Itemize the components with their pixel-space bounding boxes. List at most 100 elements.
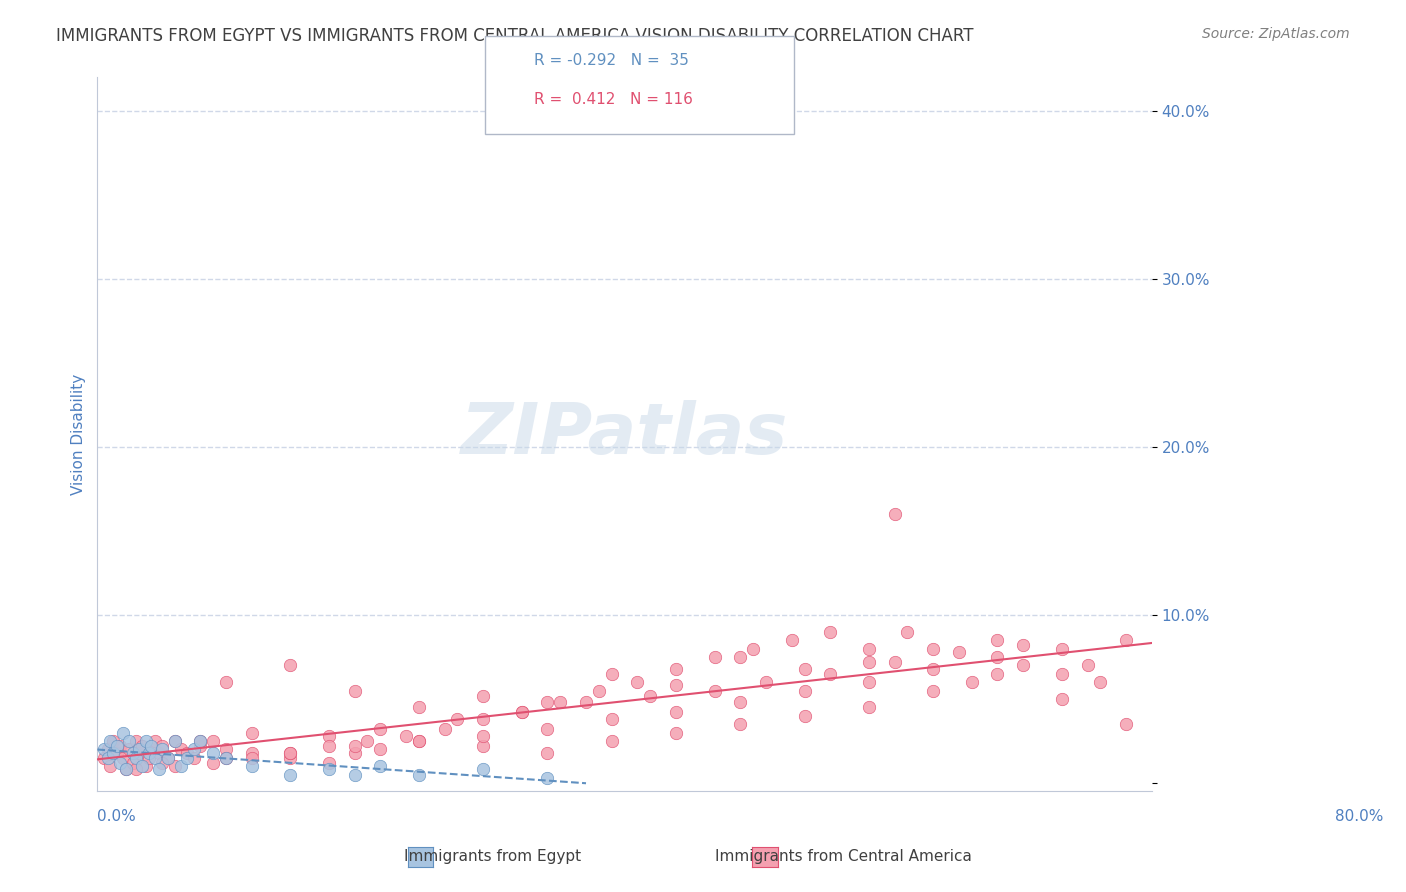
Point bbox=[343, 767, 366, 781]
Point bbox=[131, 759, 153, 773]
Point bbox=[135, 734, 157, 748]
Point bbox=[131, 739, 153, 753]
Point bbox=[170, 759, 193, 773]
Point bbox=[858, 655, 880, 669]
Point bbox=[703, 683, 725, 698]
Point bbox=[793, 708, 815, 723]
Point bbox=[188, 734, 211, 748]
Point bbox=[188, 734, 211, 748]
Point bbox=[278, 767, 301, 781]
Point bbox=[600, 666, 623, 681]
Point bbox=[510, 706, 533, 720]
Point bbox=[472, 689, 495, 703]
Point bbox=[986, 633, 1008, 648]
Point bbox=[536, 771, 558, 785]
Y-axis label: Vision Disability: Vision Disability bbox=[72, 374, 86, 495]
Point bbox=[278, 746, 301, 760]
Point bbox=[1050, 641, 1073, 656]
Point bbox=[665, 662, 688, 676]
Point bbox=[101, 734, 124, 748]
Point bbox=[157, 750, 180, 764]
Point bbox=[665, 678, 688, 692]
Point bbox=[141, 739, 163, 753]
Point bbox=[986, 666, 1008, 681]
Point bbox=[150, 739, 173, 753]
Point bbox=[1050, 666, 1073, 681]
Point bbox=[101, 746, 124, 760]
Point bbox=[1012, 658, 1035, 673]
Point bbox=[408, 734, 430, 748]
Point bbox=[135, 759, 157, 773]
Text: 0.0%: 0.0% bbox=[97, 809, 136, 824]
Point bbox=[112, 725, 135, 739]
Point bbox=[883, 507, 905, 521]
Point bbox=[97, 750, 120, 764]
Text: Immigrants from Central America: Immigrants from Central America bbox=[716, 849, 972, 863]
Point bbox=[960, 675, 983, 690]
Point bbox=[138, 746, 160, 760]
Point bbox=[510, 706, 533, 720]
Point bbox=[141, 742, 163, 756]
Point bbox=[110, 756, 132, 770]
Point bbox=[820, 624, 842, 639]
Point bbox=[896, 624, 918, 639]
Point bbox=[138, 750, 160, 764]
Point bbox=[343, 683, 366, 698]
Point bbox=[548, 695, 571, 709]
Point bbox=[883, 655, 905, 669]
Point bbox=[97, 742, 120, 756]
Point bbox=[1050, 692, 1073, 706]
Point bbox=[318, 756, 340, 770]
Point bbox=[472, 729, 495, 743]
Point bbox=[105, 746, 128, 760]
Point bbox=[433, 722, 456, 736]
Point bbox=[780, 633, 803, 648]
Point bbox=[536, 746, 558, 760]
Point bbox=[408, 734, 430, 748]
Point bbox=[793, 683, 815, 698]
Point bbox=[202, 756, 225, 770]
Point bbox=[183, 742, 205, 756]
Point bbox=[1115, 717, 1137, 731]
Point bbox=[148, 763, 170, 777]
Point bbox=[368, 742, 391, 756]
Point bbox=[202, 746, 225, 760]
Point bbox=[98, 734, 121, 748]
Point bbox=[472, 712, 495, 726]
Point bbox=[278, 658, 301, 673]
Point bbox=[730, 717, 752, 731]
Point bbox=[665, 706, 688, 720]
Point bbox=[730, 695, 752, 709]
Point bbox=[125, 734, 148, 748]
Point bbox=[163, 734, 186, 748]
Point bbox=[626, 675, 648, 690]
Point bbox=[536, 722, 558, 736]
Point bbox=[408, 767, 430, 781]
Text: R = -0.292   N =  35: R = -0.292 N = 35 bbox=[534, 54, 689, 68]
Point bbox=[114, 763, 136, 777]
Point bbox=[278, 750, 301, 764]
Point bbox=[536, 695, 558, 709]
Point bbox=[820, 666, 842, 681]
Point bbox=[408, 700, 430, 714]
Point bbox=[240, 746, 263, 760]
Text: Source: ZipAtlas.com: Source: ZipAtlas.com bbox=[1202, 27, 1350, 41]
Point bbox=[368, 722, 391, 736]
Point bbox=[588, 683, 610, 698]
Point bbox=[118, 734, 141, 748]
Point bbox=[1090, 675, 1112, 690]
Text: ZIPatlas: ZIPatlas bbox=[461, 400, 789, 469]
Point bbox=[183, 750, 205, 764]
Point bbox=[98, 759, 121, 773]
Point bbox=[948, 645, 970, 659]
Point bbox=[730, 649, 752, 664]
Point bbox=[125, 763, 148, 777]
Point bbox=[112, 750, 135, 764]
Point bbox=[128, 742, 150, 756]
Point bbox=[922, 641, 945, 656]
Point bbox=[202, 734, 225, 748]
Point bbox=[176, 746, 198, 760]
Point bbox=[170, 742, 193, 756]
Point bbox=[343, 746, 366, 760]
Point bbox=[128, 746, 150, 760]
